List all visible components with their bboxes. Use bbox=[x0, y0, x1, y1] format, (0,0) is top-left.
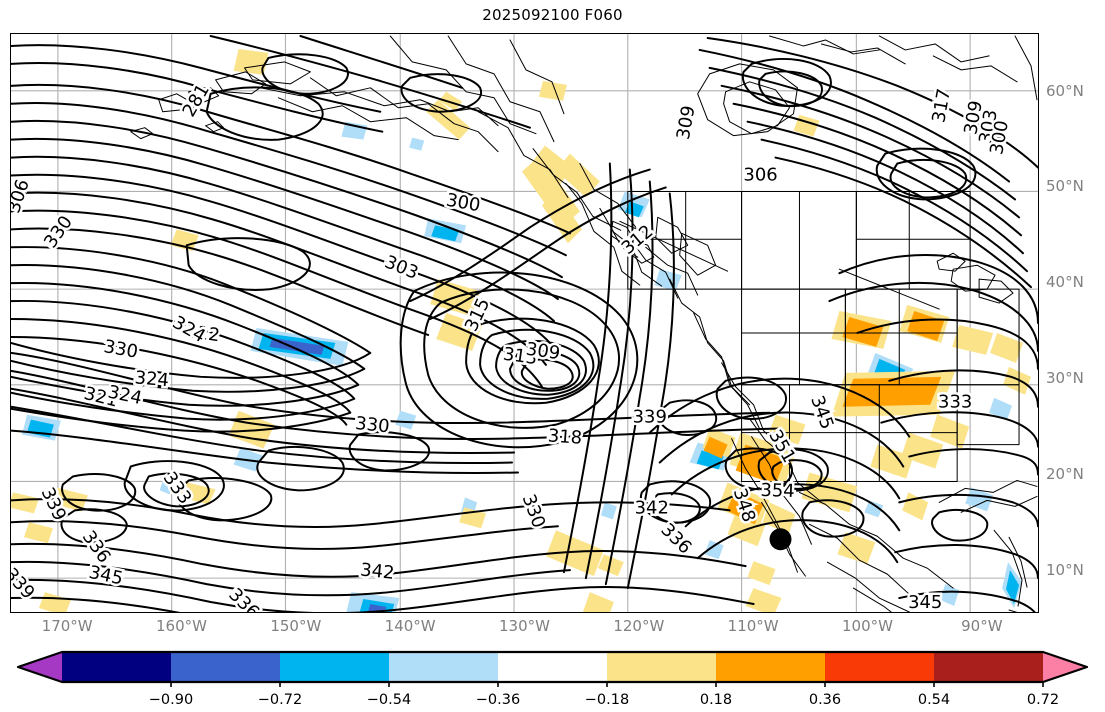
longitude-tick-label: 140°W bbox=[384, 617, 436, 635]
contour-label: 318 bbox=[547, 425, 583, 448]
contour-label: 333 bbox=[938, 392, 972, 413]
contour-label: 342 bbox=[359, 559, 395, 583]
svg-text:345: 345 bbox=[908, 592, 942, 612]
colorbar-segment bbox=[62, 652, 172, 682]
contour-label: 330 bbox=[354, 413, 390, 437]
contour-label: 345 bbox=[908, 592, 942, 612]
colorbar-segment bbox=[716, 652, 826, 682]
contour-label: 306 bbox=[743, 165, 777, 186]
contour-label: 324 bbox=[134, 367, 170, 391]
colorbar-tick-label: −0.90 bbox=[148, 692, 194, 708]
colorbar-segment bbox=[825, 652, 935, 682]
latitude-tick-label: 30°N bbox=[1046, 369, 1084, 388]
svg-text:306: 306 bbox=[743, 165, 777, 186]
svg-text:342: 342 bbox=[359, 559, 395, 583]
storm-center-marker[interactable] bbox=[769, 528, 792, 551]
longitude-tick-label: 100°W bbox=[842, 617, 893, 635]
contour-label: 354 bbox=[760, 480, 795, 502]
longitude-tick-label: 150°W bbox=[270, 617, 322, 635]
svg-text:313: 313 bbox=[502, 344, 539, 370]
colorbar-segment bbox=[171, 652, 281, 682]
latitude-tick-label: 50°N bbox=[1046, 177, 1084, 196]
longitude-tick-label: 170°W bbox=[41, 617, 93, 635]
colorbar-tick-label: −0.18 bbox=[584, 692, 630, 708]
svg-text:333: 333 bbox=[938, 392, 972, 413]
colorbar-segment bbox=[498, 652, 608, 682]
chart-title: 2025092100 F060 bbox=[482, 6, 623, 24]
contour-lines bbox=[11, 34, 1038, 612]
colorbar-tick-label: 0.72 bbox=[1026, 692, 1060, 708]
contour-label: 312 bbox=[184, 321, 221, 347]
contour-label: 342 bbox=[635, 497, 669, 518]
svg-text:342: 342 bbox=[635, 497, 669, 518]
colorbar-segment bbox=[1043, 652, 1087, 682]
colorbar-tick-label: 0.18 bbox=[699, 692, 733, 708]
longitude-tick-label: 120°W bbox=[613, 617, 665, 635]
svg-text:354: 354 bbox=[760, 480, 795, 502]
colorbar-tick-label: 0.36 bbox=[808, 692, 842, 708]
latitude-tick-label: 20°N bbox=[1046, 464, 1084, 483]
latitude-tick-label: 40°N bbox=[1046, 273, 1084, 292]
map-plot-svg: 3063063303302812813003003033033123123243… bbox=[11, 34, 1038, 612]
contour-label: 309 bbox=[525, 339, 562, 365]
longitude-tick-label: 90°W bbox=[961, 617, 1003, 635]
colorbar-segment bbox=[389, 652, 499, 682]
colorbar-segment bbox=[18, 652, 62, 682]
latitude-tick-label: 10°N bbox=[1046, 560, 1084, 579]
colorbar-segment bbox=[934, 652, 1044, 682]
longitude-tick-label: 110°W bbox=[727, 617, 779, 635]
colorbar-tick-label: 0.54 bbox=[917, 692, 951, 708]
colorbar-swatches bbox=[16, 650, 1089, 687]
contour-label: 313 bbox=[502, 344, 539, 370]
colorbar-tick-label: −0.54 bbox=[366, 692, 412, 708]
colorbar-segment bbox=[280, 652, 390, 682]
svg-text:339: 339 bbox=[633, 407, 667, 428]
svg-text:318: 318 bbox=[547, 425, 583, 448]
contour-label: 339 bbox=[633, 407, 667, 428]
map-axes[interactable]: 306 306 330 330 281 281 300 300 303 303 312 312 324 3… bbox=[10, 33, 1039, 613]
colorbar[interactable]: −0.90 −0.72 −0.54 −0.36 −0.18 0.18 0.36 0.54 0.7… bbox=[0, 648, 1105, 712]
colorbar-tick-label: −0.36 bbox=[475, 692, 521, 708]
colorbar-segment bbox=[607, 652, 717, 682]
latitude-tick-label: 60°N bbox=[1046, 81, 1084, 100]
longitude-tick-label: 160°W bbox=[156, 617, 207, 635]
longitude-tick-label: 130°W bbox=[499, 617, 550, 635]
colorbar-tick-label: −0.72 bbox=[257, 692, 303, 708]
